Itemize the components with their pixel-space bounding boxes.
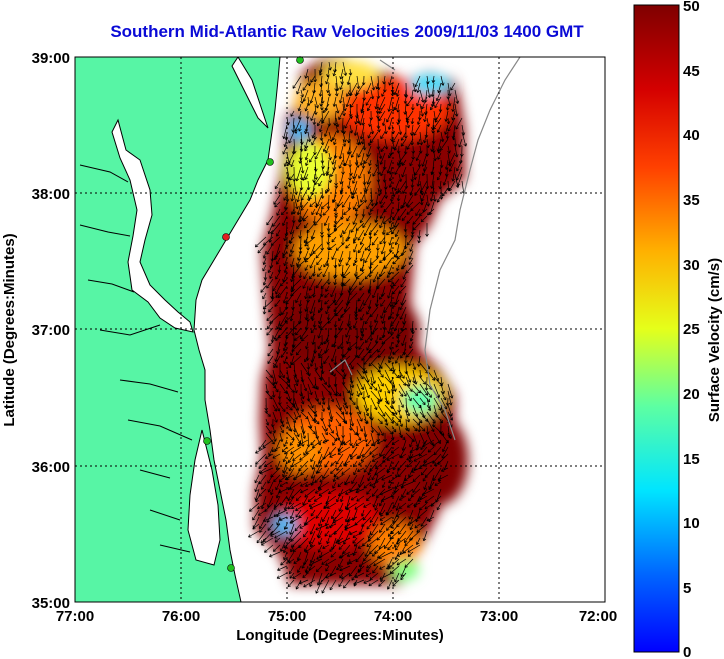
colorbar-tick-label: 15 — [683, 451, 700, 468]
y-axis-label: Latitude (Degrees:Minutes) — [1, 233, 18, 426]
x-tick-label: 73:00 — [480, 608, 518, 625]
x-axis-label: Longitude (Degrees:Minutes) — [236, 627, 444, 644]
colorbar-tick-label: 0 — [683, 644, 691, 659]
velocity-arrow-set — [248, 61, 468, 594]
x-axis-ticks: 77:00 76:00 75:00 74:00 73:00 72:00 — [56, 608, 617, 625]
delaware-bay — [231, 57, 269, 129]
plot-frame — [74, 56, 606, 603]
x-tick-label: 76:00 — [162, 608, 200, 625]
colorbar-tick-label: 20 — [683, 386, 700, 403]
velocity-arrows — [248, 61, 468, 594]
tributaries — [79, 164, 193, 553]
x-tick-label: 72:00 — [579, 608, 617, 625]
colorbar-tick-label: 30 — [683, 257, 700, 274]
colorbar-tick-label: 50 — [683, 0, 700, 15]
colorbar-tick-label: 40 — [683, 127, 700, 144]
pamlico-sound — [187, 429, 221, 566]
map-title: Southern Mid-Atlantic Raw Velocities 200… — [110, 22, 584, 41]
colorbar-tick-label: 10 — [683, 515, 700, 532]
x-tick-label: 75:00 — [268, 608, 306, 625]
grid-lines — [75, 57, 605, 602]
y-axis-ticks: 39:00 38:00 37:00 36:00 35:00 — [32, 50, 70, 612]
colorbar-tick-label: 35 — [683, 192, 700, 209]
station-marker — [296, 56, 304, 64]
x-tick-label: 77:00 — [56, 608, 94, 625]
y-tick-label: 35:00 — [32, 595, 70, 612]
station-marker — [227, 564, 235, 572]
colorbar-tick-label: 45 — [683, 63, 700, 80]
y-tick-label: 38:00 — [32, 186, 70, 203]
colorbar-label: Surface Velocity (cm/s) — [706, 258, 723, 422]
x-tick-label: 74:00 — [374, 608, 412, 625]
radar-stations — [203, 56, 304, 572]
bathymetry-contour — [329, 57, 521, 441]
station-marker — [266, 158, 274, 166]
y-tick-label: 37:00 — [32, 322, 70, 339]
colorbar-ticks: 50 45 40 35 30 25 20 15 10 5 0 — [683, 0, 700, 659]
y-tick-label: 39:00 — [32, 50, 70, 67]
station-marker — [203, 437, 211, 445]
chesapeake-bay — [111, 118, 194, 333]
colorbar — [633, 4, 680, 653]
y-tick-label: 36:00 — [32, 459, 70, 476]
colorbar-tick-label: 25 — [683, 321, 700, 338]
station-marker — [222, 233, 230, 241]
colorbar-tick-label: 5 — [683, 580, 691, 597]
